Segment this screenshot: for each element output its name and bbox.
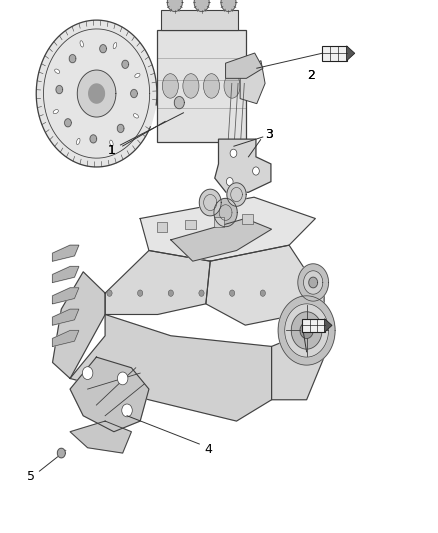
Polygon shape xyxy=(304,271,323,294)
Ellipse shape xyxy=(224,74,240,98)
Polygon shape xyxy=(122,60,129,68)
Circle shape xyxy=(253,167,259,175)
Polygon shape xyxy=(53,245,79,261)
Polygon shape xyxy=(272,293,324,400)
Polygon shape xyxy=(53,330,79,346)
Polygon shape xyxy=(214,198,237,227)
Polygon shape xyxy=(278,296,335,365)
Polygon shape xyxy=(227,183,246,206)
Polygon shape xyxy=(89,84,104,103)
Ellipse shape xyxy=(55,69,60,74)
Polygon shape xyxy=(325,319,332,332)
Polygon shape xyxy=(53,288,79,304)
Polygon shape xyxy=(174,96,184,109)
Polygon shape xyxy=(57,448,65,458)
Text: 4: 4 xyxy=(204,443,212,456)
Polygon shape xyxy=(171,219,272,261)
Bar xyxy=(302,319,325,332)
Polygon shape xyxy=(291,312,322,349)
Circle shape xyxy=(82,367,93,379)
Ellipse shape xyxy=(53,110,58,114)
Bar xyxy=(214,217,224,227)
Polygon shape xyxy=(90,135,97,143)
Polygon shape xyxy=(100,45,106,53)
Circle shape xyxy=(199,290,204,296)
Polygon shape xyxy=(161,10,238,30)
Polygon shape xyxy=(105,251,210,314)
Polygon shape xyxy=(131,90,137,98)
Polygon shape xyxy=(157,30,246,142)
Polygon shape xyxy=(36,20,157,167)
Bar xyxy=(322,46,346,61)
Polygon shape xyxy=(53,309,79,325)
Polygon shape xyxy=(167,0,182,12)
Polygon shape xyxy=(70,421,131,453)
Ellipse shape xyxy=(183,74,199,98)
Polygon shape xyxy=(199,189,221,216)
Polygon shape xyxy=(221,0,236,12)
Polygon shape xyxy=(194,0,209,12)
Ellipse shape xyxy=(203,74,219,98)
Ellipse shape xyxy=(113,43,117,49)
Text: 5: 5 xyxy=(27,470,35,483)
Text: 2: 2 xyxy=(307,69,315,82)
Polygon shape xyxy=(65,119,71,127)
Bar xyxy=(185,220,196,229)
Ellipse shape xyxy=(80,41,83,47)
Polygon shape xyxy=(117,124,124,132)
Polygon shape xyxy=(53,272,105,378)
Polygon shape xyxy=(298,264,328,301)
Ellipse shape xyxy=(110,140,113,147)
Circle shape xyxy=(138,290,143,296)
Circle shape xyxy=(226,177,233,185)
Text: 1: 1 xyxy=(108,144,116,157)
Circle shape xyxy=(107,290,112,296)
Circle shape xyxy=(117,372,128,385)
Bar xyxy=(242,214,253,224)
Polygon shape xyxy=(70,357,149,432)
Polygon shape xyxy=(69,55,76,63)
Polygon shape xyxy=(77,70,116,117)
Ellipse shape xyxy=(162,74,178,98)
Text: 3: 3 xyxy=(265,128,273,141)
Polygon shape xyxy=(53,266,79,282)
Text: 3: 3 xyxy=(265,128,273,141)
Text: 1: 1 xyxy=(108,144,116,157)
Circle shape xyxy=(260,290,265,296)
Polygon shape xyxy=(285,304,328,357)
Polygon shape xyxy=(215,139,271,192)
Circle shape xyxy=(168,290,173,296)
Text: 2: 2 xyxy=(307,69,315,82)
Polygon shape xyxy=(309,277,318,288)
Circle shape xyxy=(122,404,132,417)
Polygon shape xyxy=(140,197,315,261)
Bar xyxy=(157,222,167,232)
Polygon shape xyxy=(226,53,263,78)
Ellipse shape xyxy=(135,74,140,77)
Polygon shape xyxy=(56,85,63,94)
Polygon shape xyxy=(300,322,313,338)
Ellipse shape xyxy=(77,139,80,144)
Polygon shape xyxy=(240,61,265,103)
Circle shape xyxy=(230,149,237,157)
Polygon shape xyxy=(206,245,307,325)
Circle shape xyxy=(230,290,235,296)
Polygon shape xyxy=(346,46,355,61)
Polygon shape xyxy=(70,314,272,421)
Ellipse shape xyxy=(134,114,138,118)
